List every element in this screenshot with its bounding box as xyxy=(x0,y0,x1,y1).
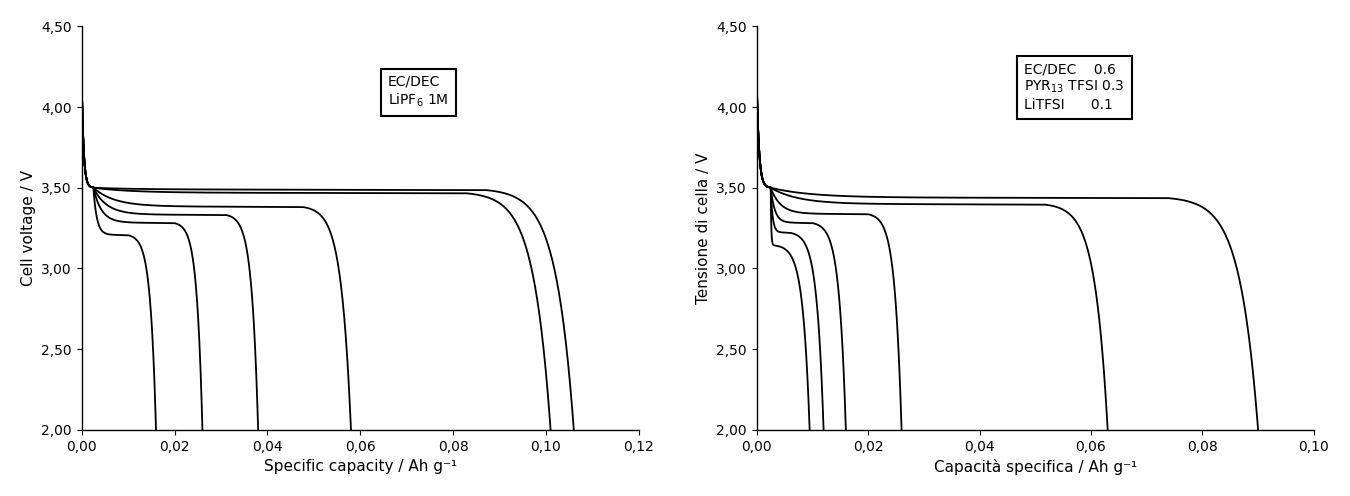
Y-axis label: Cell voltage / V: Cell voltage / V xyxy=(20,170,36,286)
X-axis label: Specific capacity / Ah g⁻¹: Specific capacity / Ah g⁻¹ xyxy=(263,459,456,474)
Text: EC/DEC    0.6
PYR$_{13}$ TFSI 0.3
LiTFSI      0.1: EC/DEC 0.6 PYR$_{13}$ TFSI 0.3 LiTFSI 0.… xyxy=(1025,62,1125,112)
Text: EC/DEC
LiPF$_6$ 1M: EC/DEC LiPF$_6$ 1M xyxy=(387,75,448,109)
X-axis label: Capacità specifica / Ah g⁻¹: Capacità specifica / Ah g⁻¹ xyxy=(934,459,1137,475)
Y-axis label: Tensione di cella / V: Tensione di cella / V xyxy=(695,152,711,304)
